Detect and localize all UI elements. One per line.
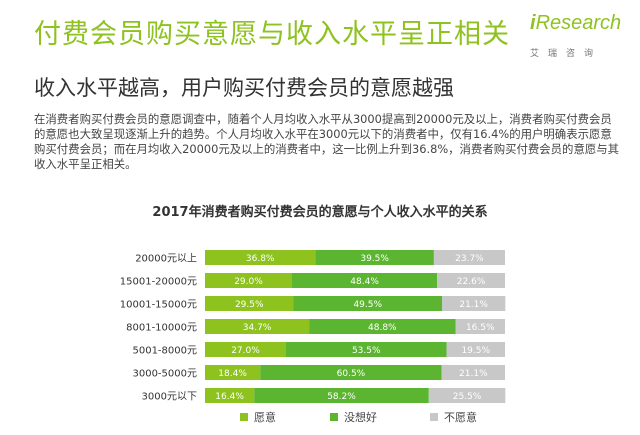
bar-segment [205,365,261,380]
bar-segment [260,365,442,380]
bar-value-label: 25.5% [453,392,482,402]
bar-segment [442,296,506,311]
bar-value-label: 53.5% [352,346,381,356]
bar-segment [446,342,505,357]
bar-value-label: 34.7% [243,323,272,333]
bar-value-label: 60.5% [337,369,366,379]
subheadline: 收入水平越高，用户购买付费会员的意愿越强 [34,76,454,100]
category-label: 8001-10000元 [126,323,197,334]
stacked-bar-chart: 20000元以上 36.8% 39.5% 23.7% 15001-20000元 29.0%… [120,250,506,403]
bar-value-label: 29.5% [235,300,264,310]
bar-segment [309,319,456,334]
bar-segment [441,365,505,380]
bar-segment [205,273,292,288]
bar-value-label: 48.4% [350,277,379,287]
legend-label: 愿意 [254,411,276,424]
legend-item: 没想好 [330,409,377,425]
bar-value-label: 36.8% [246,254,275,264]
bar-segment [205,296,294,311]
category-label: 15001-20000元 [120,277,197,288]
legend-item: 不愿意 [430,409,477,425]
bar-value-label: 21.1% [459,300,488,310]
bar-value-label: 27.0% [231,346,260,356]
bar-value-label: 16.4% [215,392,244,402]
bar-segment [433,250,505,265]
bar-value-label: 48.8% [368,323,397,333]
iresearch-logo: iResearch 艾瑞咨询 [530,12,622,72]
category-label: 3000-5000元 [132,369,197,380]
category-label: 20000元以上 [135,253,197,265]
bar-segment [286,342,447,357]
chart-legend: 愿意 没想好 不愿意 [0,409,640,427]
logo-wordmark: iResearch [530,12,622,34]
legend-swatch [330,413,338,421]
bar-value-label: 29.0% [234,277,263,287]
logo-subtitle: 艾瑞咨询 [530,49,603,59]
bar-value-label: 21.1% [459,369,488,379]
headline: 付费会员购买意愿与收入水平呈正相关 [34,19,510,50]
bar-value-label: 23.7% [455,254,484,264]
bar-segment [254,388,429,403]
bar-segment [437,273,505,288]
bar-segment [292,273,438,288]
bar-segment [455,319,505,334]
legend-swatch [430,413,438,421]
bar-value-label: 22.6% [457,277,486,287]
intro-paragraph: 在消费者购买付费会员的意愿调查中，随着个人月均收入水平从3000提高到20000… [34,112,620,171]
legend-label: 没想好 [344,411,377,424]
category-label: 5001-8000元 [132,346,197,357]
bar-value-label: 49.5% [353,300,382,310]
bar-segment [205,342,286,357]
bar-value-label: 18.4% [218,369,247,379]
category-label: 10001-15000元 [120,300,197,311]
bar-segment [205,388,255,403]
bar-segment [205,319,310,334]
bar-value-label: 58.2% [327,392,356,402]
bar-segment [205,250,316,265]
bar-segment [428,388,506,403]
bar-segment [315,250,434,265]
bar-segment [293,296,442,311]
bar-value-label: 39.5% [360,254,389,264]
bar-value-label: 19.5% [461,346,490,356]
category-label: 3000元以下 [142,392,197,403]
legend-label: 不愿意 [444,411,477,424]
chart-title: 2017年消费者购买付费会员的意愿与个人收入水平的关系 [152,205,488,220]
legend-swatch [240,413,248,421]
bar-value-label: 16.5% [466,323,495,333]
legend-item: 愿意 [240,409,276,425]
